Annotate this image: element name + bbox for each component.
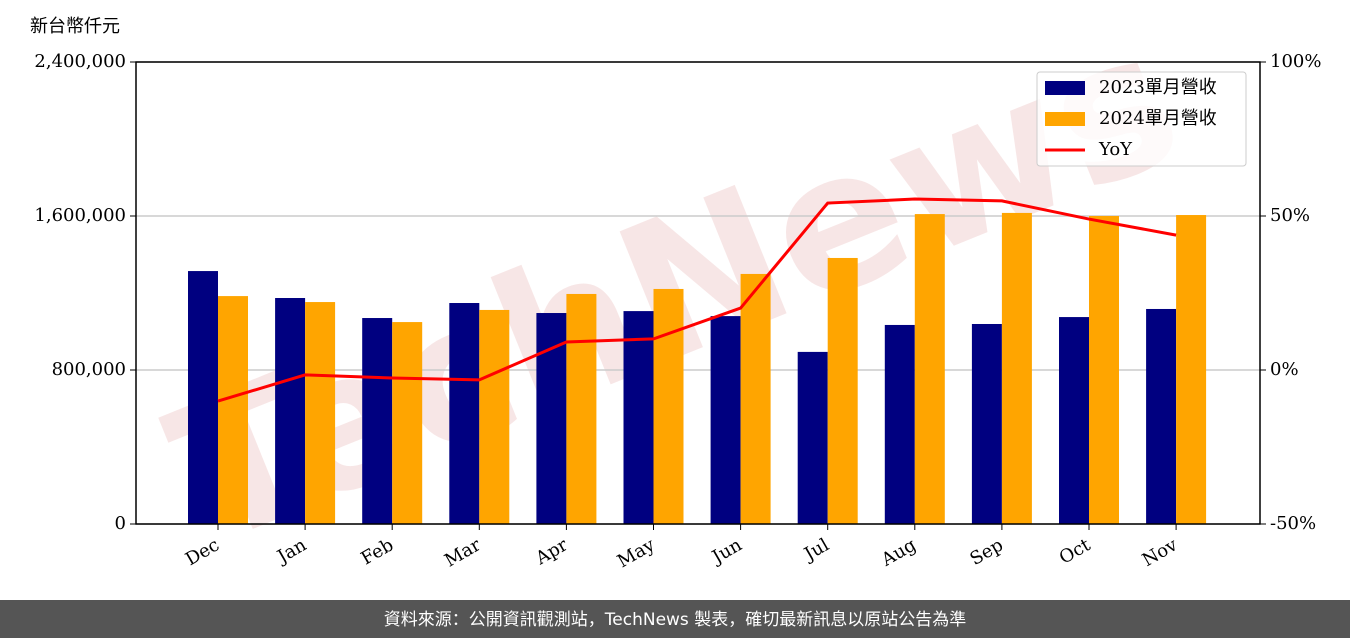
y-tick-label: 2,400,000: [34, 51, 126, 72]
y2-tick-label: 50%: [1270, 205, 1310, 226]
bar: [1146, 308, 1177, 524]
bar: [1089, 216, 1119, 524]
bar: [1176, 215, 1207, 524]
y-tick-label: 800,000: [52, 359, 126, 380]
bar: [305, 302, 336, 524]
bar: [275, 298, 306, 524]
legend-label: YoY: [1098, 139, 1133, 160]
bar: [623, 311, 654, 524]
x-tick-label: May: [614, 534, 659, 572]
y-tick-label: 1,600,000: [34, 205, 126, 226]
bar: [884, 324, 915, 524]
bar: [653, 288, 684, 524]
bar: [566, 293, 597, 524]
footer-text: 資料來源：公開資訊觀測站，TechNews 製表，確切最新訊息以原站公告為準: [384, 610, 966, 630]
legend-label: 2023單月營收: [1099, 77, 1217, 98]
x-tick-label: Aug: [877, 534, 920, 571]
legend-label: 2024單月營收: [1099, 108, 1217, 129]
x-tick-label: Jul: [799, 534, 833, 566]
bar: [362, 318, 393, 524]
bar: [710, 316, 741, 524]
legend-swatch: [1045, 112, 1085, 126]
x-tick-label: Apr: [531, 534, 571, 569]
x-tick-label: Oct: [1056, 534, 1095, 569]
bar: [1059, 317, 1089, 524]
plot-frame: [135, 61, 1261, 525]
bar: [914, 214, 945, 524]
bar: [827, 257, 858, 524]
bar: [740, 273, 771, 524]
bar: [971, 323, 1002, 524]
bar: [797, 351, 828, 524]
line: [217, 197, 1177, 403]
bar: [1001, 212, 1032, 525]
y2-tick-label: -50%: [1270, 513, 1316, 534]
x-tick-label: Sep: [967, 534, 1007, 569]
x-tick-label: Mar: [441, 534, 485, 571]
bar: [188, 271, 218, 524]
y2-tick-label: 0%: [1270, 359, 1299, 380]
x-tick-label: Jun: [707, 534, 746, 569]
bar: [218, 296, 248, 524]
footer-bar: [0, 600, 1350, 638]
bar: [479, 309, 510, 524]
legend-swatch: [1045, 81, 1085, 95]
bar: [449, 303, 480, 524]
x-tick-label: Nov: [1139, 534, 1182, 571]
bar: [392, 322, 423, 524]
x-tick-label: Feb: [358, 534, 398, 569]
y-tick-label: 0: [115, 513, 126, 534]
legend-box: [1036, 71, 1247, 167]
y-axis-label: 新台幣仟元: [30, 16, 120, 37]
y2-tick-label: 100%: [1270, 51, 1321, 72]
